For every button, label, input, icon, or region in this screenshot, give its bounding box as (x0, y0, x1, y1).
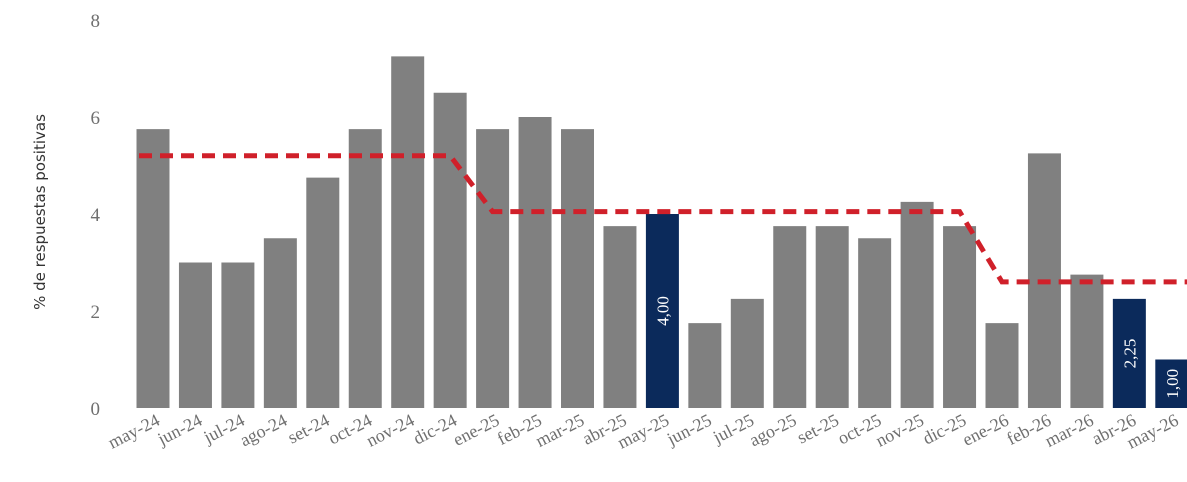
y-axis-label: % de respuestas positivas (31, 114, 49, 310)
bar-oct-24 (348, 129, 382, 408)
x-tick-label: ago-24 (237, 410, 291, 451)
bar-value-label: 4,00 (653, 296, 672, 326)
x-tick-label: ago-25 (746, 410, 800, 451)
bar-ago-24 (263, 238, 297, 408)
bar-value-label: 2,25 (1120, 339, 1139, 369)
reference-line (139, 153, 1187, 285)
bar-highlighted-may-25 (645, 214, 679, 408)
bar-set-25 (815, 226, 849, 408)
x-tick-label: jun-25 (663, 410, 715, 450)
bar-set-24 (306, 177, 340, 408)
bar-highlighted-abr-26 (1112, 298, 1146, 408)
y-tick-label: 2 (91, 302, 101, 323)
bar-jun-24 (178, 262, 212, 408)
bars (136, 56, 1187, 408)
bar-oct-25 (858, 238, 892, 408)
x-tick-label: set-24 (284, 410, 332, 448)
bar-dic-24 (433, 92, 467, 408)
bar-jul-25 (730, 298, 764, 408)
bar-may-24 (136, 129, 170, 408)
x-axis: may-24jun-24jul-24ago-24set-24oct-24nov-… (105, 410, 1182, 453)
bar-feb-25 (518, 117, 552, 408)
bar-abr-25 (603, 226, 637, 408)
bar-labels: 4,00 2,25 1,00 (653, 296, 1181, 399)
y-tick-label: 8 (91, 11, 101, 32)
y-axis: 0 2 4 6 8 (91, 11, 101, 420)
bar-mar-26 (1070, 274, 1104, 408)
bar-ene-26 (985, 323, 1019, 408)
bar-highlighted-may-26 (1155, 359, 1187, 408)
bar-jun-25 (688, 323, 722, 408)
y-tick-label: 4 (91, 205, 101, 226)
bar-dic-25 (943, 226, 977, 408)
bar-mar-25 (561, 129, 594, 408)
bar-ago-25 (773, 226, 807, 408)
bar-jul-24 (221, 262, 255, 408)
x-tick-label: set-25 (794, 410, 842, 448)
bar-nov-25 (900, 201, 934, 408)
x-tick-label: jun-24 (153, 410, 205, 450)
y-tick-label: 0 (91, 399, 101, 420)
bar-value-label: 1,00 (1163, 369, 1182, 399)
x-tick-label: dic-24 (410, 410, 460, 449)
bar-ene-25 (476, 129, 510, 408)
y-tick-label: 6 (91, 108, 101, 129)
bar-nov-24 (391, 56, 425, 408)
x-tick-label: dic-25 (919, 410, 969, 449)
reference-line-path (139, 153, 1187, 285)
